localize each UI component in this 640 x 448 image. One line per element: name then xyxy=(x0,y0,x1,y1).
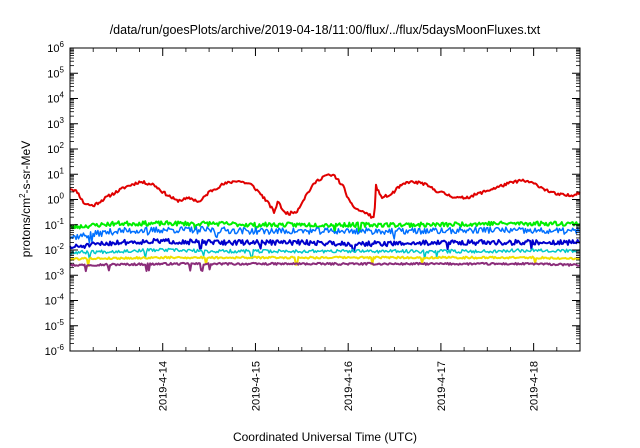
y-tick-label: 10-5 xyxy=(45,318,65,333)
y-tick-label: 10-2 xyxy=(45,242,65,257)
x-tick-label: 2019-4-17 xyxy=(436,361,448,411)
y-tick-exp: 2 xyxy=(60,141,65,150)
x-tick-label: 2019-4-18 xyxy=(529,361,541,411)
y-tick-label: 106 xyxy=(47,40,64,55)
y-tick-base: 10 xyxy=(45,220,57,232)
chart-title: /data/run/goesPlots/archive/2019-04-18/1… xyxy=(110,23,541,37)
x-tick-label: 2019-4-15 xyxy=(250,361,262,411)
y-axis-label-sup: 2 xyxy=(18,193,27,198)
y-tick-label: 10-1 xyxy=(45,217,65,232)
series-line-6 xyxy=(69,261,581,273)
series-line-4 xyxy=(69,247,581,260)
y-tick-exp: -6 xyxy=(57,343,65,352)
y-tick-exp: 5 xyxy=(60,65,65,74)
series-line-2 xyxy=(69,225,581,244)
x-tick-label: 2019-4-14 xyxy=(158,361,170,411)
x-axis: 2019-4-14 2019-4-15 2019-4-16 2019-4-17 2019… xyxy=(92,48,581,411)
y-tick-base: 10 xyxy=(47,68,59,80)
y-tick-label: 10-4 xyxy=(45,293,65,308)
y-tick-label: 10-3 xyxy=(45,267,65,282)
y-tick-base: 10 xyxy=(45,245,57,257)
y-tick-base: 10 xyxy=(47,94,59,106)
y-tick-exp: -1 xyxy=(57,217,65,226)
y-tick-base: 10 xyxy=(47,195,59,207)
y-tick-exp: 3 xyxy=(60,116,65,125)
y-tick-exp: 0 xyxy=(60,192,65,201)
y-axis-label: protons/cm2-s-sr-MeV xyxy=(18,141,33,257)
series-line-1 xyxy=(69,220,581,234)
y-tick-base: 10 xyxy=(47,144,59,156)
series-line-5 xyxy=(69,255,581,267)
y-tick-base: 10 xyxy=(47,169,59,181)
y-tick-exp: 6 xyxy=(60,40,65,49)
y-tick-exp: -4 xyxy=(57,293,65,302)
y-tick-base: 10 xyxy=(45,270,57,282)
y-tick-exp: -2 xyxy=(57,242,65,251)
y-tick-label: 105 xyxy=(47,65,64,80)
y-tick-label: 100 xyxy=(47,192,64,207)
y-tick-exp: -3 xyxy=(57,267,65,276)
y-tick-exp: 1 xyxy=(60,166,65,175)
y-tick-label: 103 xyxy=(47,116,64,131)
y-tick-label: 101 xyxy=(47,166,64,181)
y-tick-label: 104 xyxy=(47,91,64,106)
y-tick-base: 10 xyxy=(45,346,57,358)
series-line-0 xyxy=(69,173,581,219)
plot-frame xyxy=(69,47,581,352)
y-axis-label-text: protons/cm xyxy=(19,198,33,257)
y-tick-label: 102 xyxy=(47,141,64,156)
x-axis-label: Coordinated Universal Time (UTC) xyxy=(233,430,417,444)
y-tick-exp: -5 xyxy=(57,318,65,327)
y-tick-base: 10 xyxy=(45,296,57,308)
y-tick-base: 10 xyxy=(45,321,57,333)
series-line-3 xyxy=(69,237,581,253)
y-axis: 10-610-510-410-310-210-11001011021031041… xyxy=(45,40,580,358)
y-tick-base: 10 xyxy=(47,119,59,131)
y-tick-exp: 4 xyxy=(60,91,65,100)
y-tick-base: 10 xyxy=(47,43,59,55)
y-tick-label: 10-6 xyxy=(45,343,65,358)
series-layer xyxy=(69,173,581,273)
x-tick-label: 2019-4-16 xyxy=(343,361,355,411)
y-axis-label-rest: -s-sr-MeV xyxy=(19,141,33,194)
